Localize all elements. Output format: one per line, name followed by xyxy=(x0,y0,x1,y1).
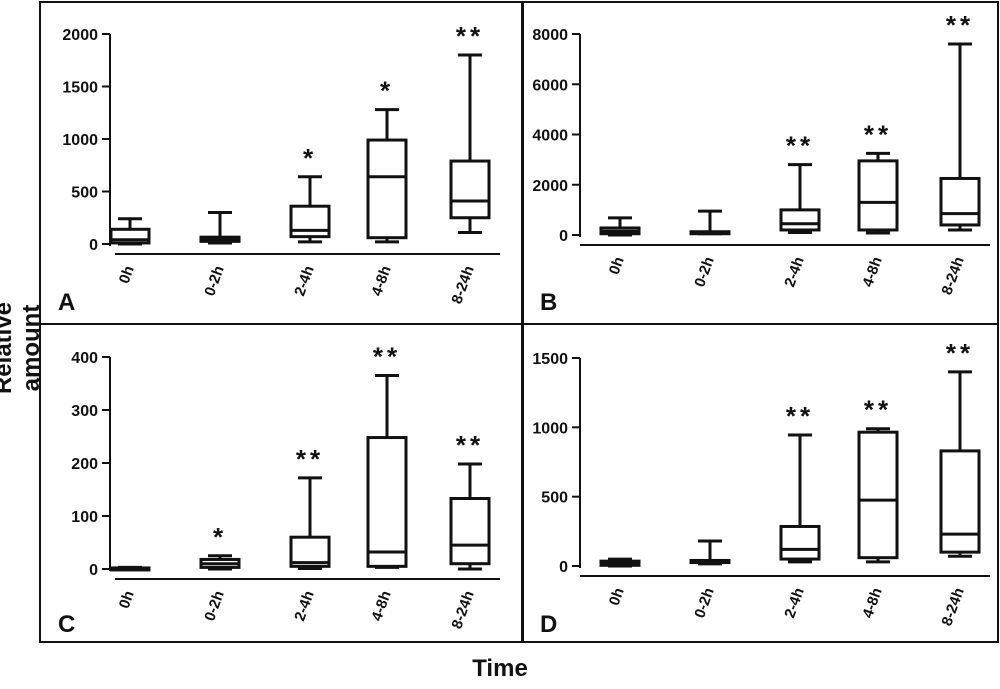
y-tick-label: 4000 xyxy=(532,128,568,145)
y-tick-label: 1000 xyxy=(62,132,98,149)
significance-mark: ** xyxy=(786,131,814,161)
panel-letter: A xyxy=(58,289,75,316)
x-tick-label: 2-4h xyxy=(781,255,808,290)
x-tick-label: 4-8h xyxy=(859,255,886,290)
x-tick-label: 0h xyxy=(116,589,138,611)
x-tick-label: 0-2h xyxy=(691,255,718,290)
significance-mark: ** xyxy=(864,395,892,425)
y-tick-label: 0 xyxy=(559,559,568,576)
y-tick-label: 0 xyxy=(89,562,98,579)
y-tick-label: 2000 xyxy=(62,27,98,44)
x-axis-label: Time xyxy=(472,655,528,682)
y-tick-label: 1500 xyxy=(532,351,568,368)
x-tick-label: 0-2h xyxy=(201,264,228,299)
panel-letter: D xyxy=(540,611,557,638)
x-tick-label: 4-8h xyxy=(368,589,395,624)
y-tick-label: 1000 xyxy=(532,420,568,437)
box xyxy=(939,176,981,227)
x-tick-label: 8-24h xyxy=(938,586,967,629)
x-tick-label: 2-4h xyxy=(781,586,808,621)
significance-mark: ** xyxy=(946,338,974,368)
x-tick-label: 2-4h xyxy=(291,264,318,299)
y-axis-label: Relative amount xyxy=(0,301,45,395)
box xyxy=(857,159,899,232)
y-tick-label: 2000 xyxy=(532,178,568,195)
y-tick-label: 400 xyxy=(71,350,98,367)
significance-mark: * xyxy=(380,76,394,106)
significance-mark: ** xyxy=(456,430,484,460)
panel-frame xyxy=(521,1,999,325)
box xyxy=(939,449,981,554)
y-tick-label: 0 xyxy=(89,237,98,254)
significance-mark: ** xyxy=(946,10,974,40)
x-tick-label: 4-8h xyxy=(859,586,886,621)
significance-mark: ** xyxy=(786,401,814,431)
x-tick-label: 8-24h xyxy=(938,255,967,298)
panel-letter: C xyxy=(58,611,75,638)
box xyxy=(779,208,821,232)
x-tick-label: 8-24h xyxy=(448,264,477,307)
box xyxy=(779,524,821,561)
significance-mark: * xyxy=(213,522,227,552)
box xyxy=(366,138,408,240)
x-tick-label: 0-2h xyxy=(691,586,718,621)
panel-frame xyxy=(521,323,999,643)
box xyxy=(289,204,331,239)
box xyxy=(449,159,491,220)
y-tick-label: 500 xyxy=(541,490,568,507)
y-tick-label: 0 xyxy=(559,228,568,245)
box xyxy=(857,430,899,560)
box xyxy=(449,497,491,566)
y-tick-label: 6000 xyxy=(532,77,568,94)
x-tick-label: 0-2h xyxy=(201,589,228,624)
y-tick-label: 100 xyxy=(71,509,98,526)
x-tick-label: 4-8h xyxy=(368,264,395,299)
panel-letter: B xyxy=(540,289,557,316)
box xyxy=(366,436,408,568)
y-tick-label: 1500 xyxy=(62,80,98,97)
significance-mark: ** xyxy=(456,21,484,51)
x-tick-label: 0h xyxy=(606,255,628,277)
x-tick-label: 2-4h xyxy=(291,589,318,624)
significance-mark: ** xyxy=(864,119,892,149)
x-tick-label: 0h xyxy=(116,264,138,286)
x-tick-label: 0h xyxy=(606,586,628,608)
y-tick-label: 500 xyxy=(71,185,98,202)
significance-mark: ** xyxy=(296,444,324,474)
x-tick-label: 8-24h xyxy=(448,589,477,632)
y-tick-label: 300 xyxy=(71,403,98,420)
panel-frame xyxy=(39,323,524,643)
significance-mark: * xyxy=(303,143,317,173)
y-tick-label: 200 xyxy=(71,456,98,473)
y-tick-label: 8000 xyxy=(532,27,568,44)
significance-mark: ** xyxy=(373,342,401,372)
